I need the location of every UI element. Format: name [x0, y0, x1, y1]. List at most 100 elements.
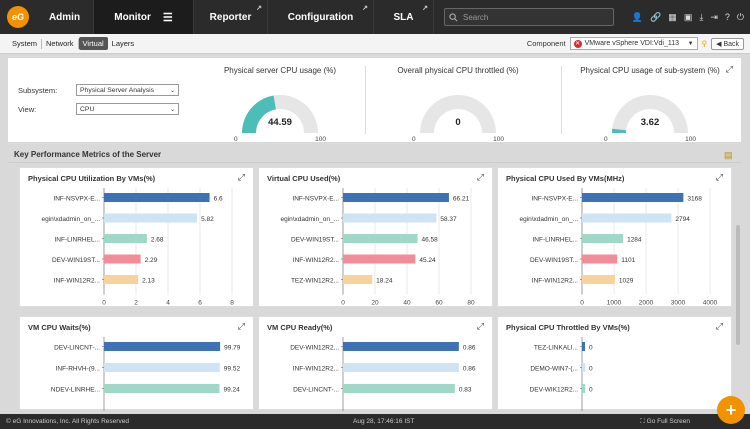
gauge-arc — [612, 95, 688, 133]
bar[interactable] — [582, 254, 618, 264]
nav-configuration[interactable]: Configuration ↗ — [268, 0, 374, 34]
gauge-max: 100 — [493, 136, 504, 143]
nav-monitor[interactable]: Monitor ☰ — [94, 0, 194, 34]
gauge-max: 100 — [315, 136, 326, 143]
fullscreen-button[interactable]: ⛶ Go Full Screen — [640, 417, 690, 425]
bar[interactable] — [582, 342, 585, 351]
y-category-label: INF-WIN12R2... — [293, 257, 339, 264]
chart-title: Physical CPU Throttled By VMs(%) — [506, 323, 630, 332]
y-category-label: INF-WIN12R2... — [532, 278, 578, 285]
footer: © eG Innovations, Inc. All Rights Reserv… — [0, 414, 750, 429]
search-input[interactable]: Search — [444, 8, 614, 26]
bar-value-label: 5.82 — [201, 216, 214, 223]
bar[interactable] — [343, 254, 416, 264]
bar[interactable] — [104, 342, 221, 351]
tab-virtual[interactable]: Virtual — [78, 37, 108, 50]
bar[interactable] — [582, 384, 585, 393]
bar-value-label: 1029 — [619, 278, 634, 285]
bar-value-label: 6.6 — [214, 196, 223, 203]
user-icon[interactable]: 👤 — [631, 11, 644, 22]
x-tick-label: 0 — [102, 300, 106, 307]
bar[interactable] — [582, 193, 684, 202]
error-status-icon: ✕ — [573, 39, 582, 48]
y-category-label: INF-LINRHEL... — [532, 237, 578, 244]
fullscreen-label: Go Full Screen — [646, 417, 690, 425]
chart-toggle-icon[interactable]: ▤ — [724, 150, 733, 160]
bar-chart: 0 1000 2000 3000 4000 INF-NSVPX-E... 3168 egin\… — [519, 188, 718, 307]
link-icon[interactable]: 🔗 — [650, 11, 662, 22]
bar[interactable] — [104, 254, 141, 264]
chevron-down-icon: ⌄ — [169, 87, 175, 94]
x-tick-label: 6 — [198, 300, 202, 307]
grid-icon[interactable]: ▦ — [668, 11, 677, 22]
divider — [561, 66, 562, 134]
export-icon[interactable]: ⇥ — [710, 11, 718, 22]
bar-chart: 0 2 4 6 8 INF-NSVPX-E... 6.6 egin\xdadmin_on_..… — [41, 188, 234, 307]
help-icon[interactable]: ? — [724, 12, 730, 22]
expand-icon[interactable]: ⤢ — [715, 321, 723, 331]
bar[interactable] — [343, 193, 449, 202]
expand-icon[interactable]: ⤢ — [237, 172, 245, 182]
pin-icon[interactable]: ⚲ — [701, 39, 708, 48]
chevron-down-icon: ⌄ — [169, 106, 175, 113]
nav-sla[interactable]: SLA ↗ — [374, 0, 434, 34]
bar[interactable] — [343, 213, 437, 223]
chart-panel-cpu-mhz: Physical CPU Used By VMs(MHz) ⤢ 0 1000 200… — [497, 167, 732, 307]
nav-reporter[interactable]: Reporter ↗ — [194, 0, 268, 34]
y-category-label: DEV-LINCNT-... — [54, 345, 100, 352]
y-category-label: egin\xdadmin_on_... — [280, 216, 339, 223]
brand-logo[interactable]: eG — [0, 0, 36, 34]
chevron-down-icon: ▼ — [687, 40, 694, 47]
subsystem-select[interactable]: Physical Server Analysis ⌄ — [76, 84, 179, 96]
hamburger-icon[interactable]: ☰ — [162, 11, 173, 24]
vertical-scrollbar[interactable] — [736, 225, 740, 345]
bar-chart: 0 20 40 60 80 INF-NSVPX-E... 66.21 egin\xdadmin… — [280, 188, 475, 307]
search-icon — [449, 12, 458, 21]
bar[interactable] — [104, 384, 220, 393]
tab-layers[interactable]: Layers — [111, 39, 135, 48]
bar[interactable] — [343, 234, 418, 243]
expand-icon[interactable]: ⤢ — [715, 172, 723, 182]
x-tick-label: 40 — [403, 300, 411, 307]
external-link-icon: ↗ — [422, 5, 428, 12]
power-icon[interactable]: ⏻ — [736, 11, 744, 22]
expand-icon[interactable]: ⤢ — [237, 321, 245, 331]
bar[interactable] — [343, 342, 459, 351]
bar[interactable] — [104, 275, 139, 284]
gauge-fill — [242, 95, 276, 133]
back-button[interactable]: ◀ Back — [711, 37, 744, 50]
expand-icon[interactable]: ⤢ — [476, 321, 484, 331]
component-select[interactable]: ✕ VMware vSphere VDI:Vdi_113 ▼ — [569, 37, 698, 50]
expand-icon[interactable]: ⤢ — [476, 172, 484, 182]
bar[interactable] — [582, 213, 672, 223]
gauge-arc — [242, 95, 318, 133]
back-label: Back — [723, 40, 739, 48]
chart-panel-cpu-waits: VM CPU Waits(%) ⤢ DEV-LINCNT-... 99.79 INF… — [19, 316, 254, 411]
bar[interactable] — [104, 193, 210, 202]
expand-icon[interactable]: ⤢ — [725, 64, 733, 74]
bar[interactable] — [343, 275, 373, 284]
download-icon[interactable]: ⤓ — [699, 11, 704, 22]
add-fab-button[interactable]: + — [717, 396, 745, 424]
tab-divider — [41, 38, 43, 49]
inbox-icon[interactable]: ▣ — [683, 11, 693, 22]
bar[interactable] — [343, 384, 455, 393]
y-category-label: egin\xdadmin_on_... — [41, 216, 100, 223]
bar[interactable] — [582, 234, 624, 243]
tab-system[interactable]: System — [12, 39, 38, 48]
y-category-label: DEV-WIN19ST... — [52, 257, 100, 264]
bar[interactable] — [104, 363, 220, 372]
chart-panel-vcpu-used: Virtual CPU Used(%) ⤢ 0 20 40 60 80 INF-NSVPX… — [258, 167, 493, 307]
nav-admin[interactable]: Admin — [36, 0, 94, 34]
bar[interactable] — [104, 234, 147, 243]
bar[interactable] — [582, 363, 585, 372]
gauge-cpu-usage: Physical server CPU usage (%) 44.59 0 100 — [210, 66, 350, 143]
view-select[interactable]: CPU ⌄ — [76, 103, 179, 115]
bar-value-label: 1284 — [627, 237, 642, 244]
bar[interactable] — [343, 363, 459, 372]
bar[interactable] — [104, 213, 198, 223]
bar[interactable] — [582, 275, 615, 284]
tab-network[interactable]: Network — [46, 39, 74, 48]
bar-value-label: 0 — [589, 387, 593, 394]
chart-title: Physical CPU Used By VMs(MHz) — [506, 174, 625, 183]
